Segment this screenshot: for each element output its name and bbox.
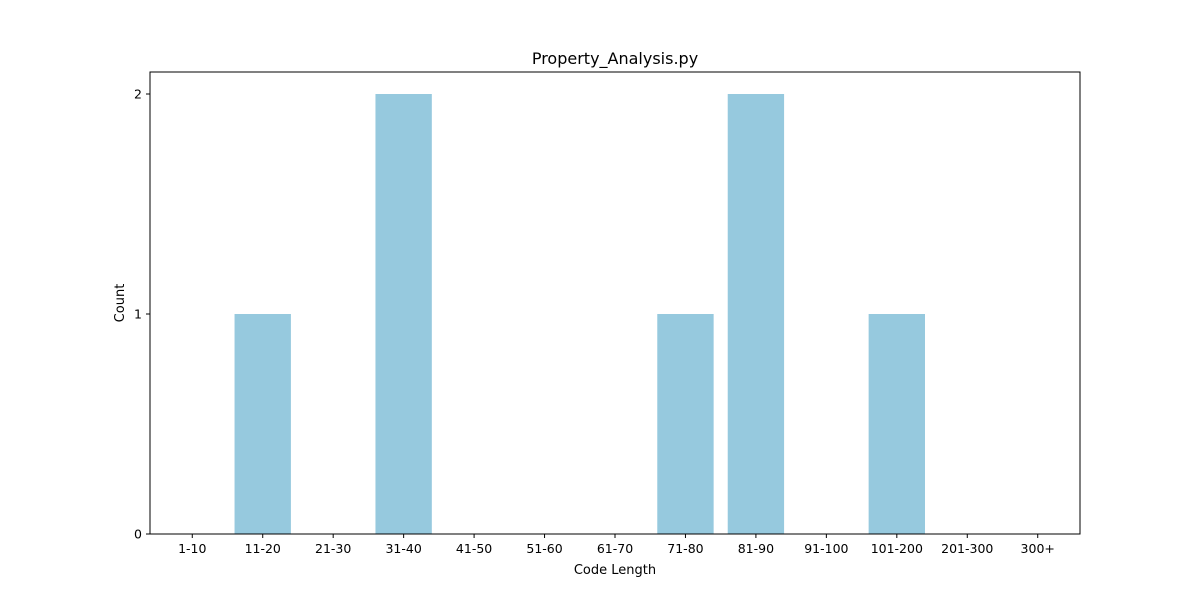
x-tick-label: 81-90 bbox=[738, 541, 774, 556]
y-axis: 0 1 2 bbox=[134, 87, 150, 542]
x-tick-label: 71-80 bbox=[667, 541, 703, 556]
y-axis-title: Count bbox=[113, 284, 128, 323]
x-tick-label: 61-70 bbox=[597, 541, 633, 556]
bar-31-40 bbox=[375, 94, 432, 534]
bar-71-80 bbox=[657, 314, 714, 534]
x-tick-label: 300+ bbox=[1021, 541, 1055, 556]
x-tick-label: 201-300 bbox=[941, 541, 993, 556]
x-tick-label: 21-30 bbox=[315, 541, 351, 556]
x-tick-label: 101-200 bbox=[871, 541, 923, 556]
x-tick-label: 41-50 bbox=[456, 541, 492, 556]
x-tick-label: 1-10 bbox=[178, 541, 206, 556]
y-tick-label: 2 bbox=[134, 87, 142, 102]
x-tick-label: 11-20 bbox=[245, 541, 281, 556]
x-tick-label: 91-100 bbox=[804, 541, 848, 556]
bar-81-90 bbox=[727, 94, 785, 534]
x-tick-label: 51-60 bbox=[526, 541, 562, 556]
bar-11-20 bbox=[234, 314, 291, 534]
bar-101-200 bbox=[868, 314, 925, 534]
chart-title: Property_Analysis.py bbox=[532, 49, 698, 69]
x-axis: 1-10 11-20 21-30 31-40 41-50 51-60 61-70 71-80 8… bbox=[178, 534, 1055, 556]
plot-area bbox=[234, 94, 925, 534]
y-tick-label: 1 bbox=[134, 307, 142, 322]
y-tick-label: 0 bbox=[134, 527, 142, 542]
x-axis-title: Code Length bbox=[574, 563, 656, 578]
x-tick-label: 31-40 bbox=[385, 541, 421, 556]
